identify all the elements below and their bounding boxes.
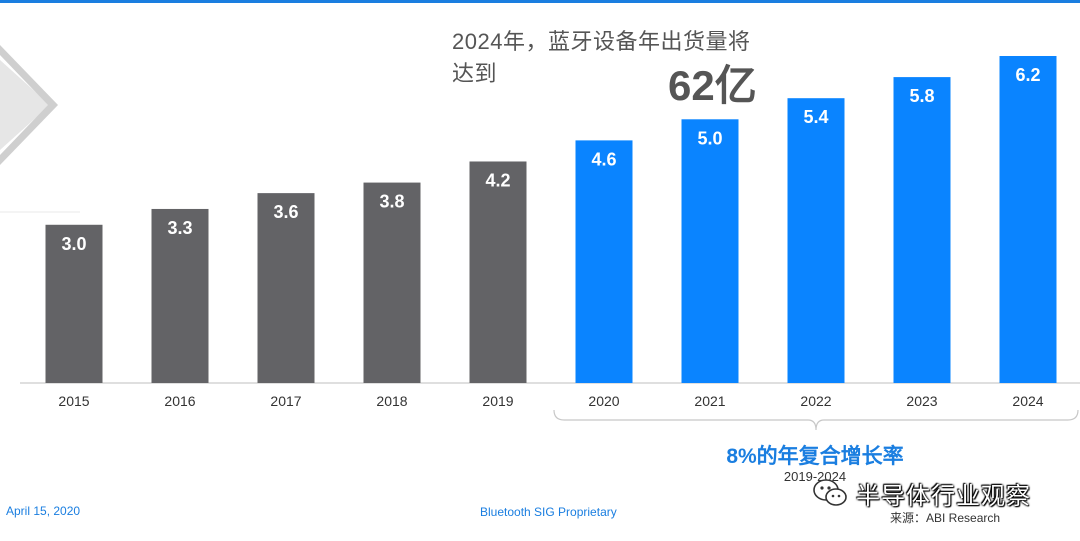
x-tick-label: 2016 xyxy=(164,393,195,409)
bar-2017 xyxy=(257,193,315,383)
x-tick-label: 2023 xyxy=(906,393,937,409)
wechat-icon xyxy=(813,479,847,506)
bar-2020 xyxy=(575,140,633,383)
cagr-label: 8%的年复合增长率 xyxy=(726,445,904,468)
x-tick-label: 2019 xyxy=(482,393,513,409)
bar-value-label: 3.0 xyxy=(61,234,86,254)
bar-2022 xyxy=(787,98,845,384)
source-note: 来源：ABI Research xyxy=(890,511,1001,525)
bar-2015 xyxy=(45,224,103,383)
x-tick-label: 2020 xyxy=(588,393,619,409)
bar-value-label: 3.6 xyxy=(273,202,298,222)
watermark: 半导体行业观察 xyxy=(812,477,1031,510)
x-tick-label: 2015 xyxy=(58,393,89,409)
top-accent-bar xyxy=(0,0,1080,3)
bar-value-label: 4.2 xyxy=(485,170,510,190)
bar-value-label: 3.3 xyxy=(167,218,192,238)
bar-2016 xyxy=(151,208,209,383)
watermark-text: 半导体行业观察 xyxy=(856,482,1031,510)
bar-2024 xyxy=(999,56,1057,383)
headline-figure: 62亿 xyxy=(668,62,757,109)
bar-2023 xyxy=(893,77,951,383)
x-tick-label: 2024 xyxy=(1012,393,1043,409)
bar-value-label: 5.4 xyxy=(803,107,828,127)
x-tick-label: 2021 xyxy=(694,393,725,409)
bar-2019 xyxy=(469,161,527,383)
decorative-corner-shapes xyxy=(0,45,80,213)
bar-value-label: 4.6 xyxy=(591,149,616,169)
footer-date: April 15, 2020 xyxy=(6,504,81,518)
forecast-bracket xyxy=(553,409,1079,431)
bar-value-label: 5.0 xyxy=(697,128,722,148)
x-tick-label: 2018 xyxy=(376,393,407,409)
bar-value-label: 6.2 xyxy=(1015,65,1040,85)
bar-value-label: 3.8 xyxy=(379,192,404,212)
bar-2018 xyxy=(363,182,421,383)
footer-proprietary: Bluetooth SIG Proprietary xyxy=(480,505,617,519)
bar-2021 xyxy=(681,119,739,384)
x-tick-label: 2017 xyxy=(270,393,301,409)
headline-text: 2024年，蓝牙设备年出货量将达到 xyxy=(452,29,751,86)
bar-value-label: 5.8 xyxy=(909,86,934,106)
x-tick-label: 2022 xyxy=(800,393,831,409)
